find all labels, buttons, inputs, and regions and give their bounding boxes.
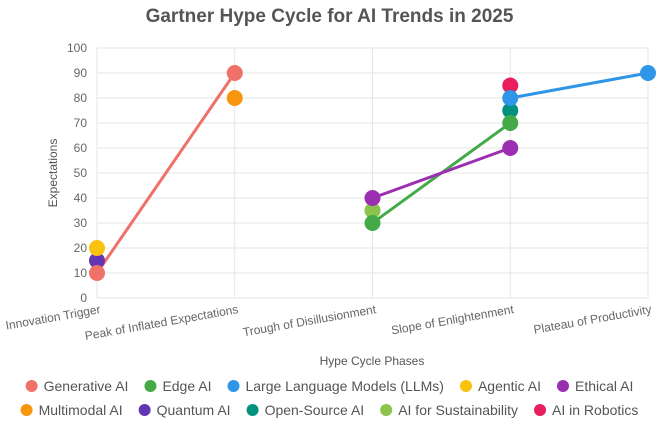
legend-swatch bbox=[380, 404, 393, 416]
legend-label: Large Language Models (LLMs) bbox=[245, 378, 443, 394]
legend-item[interactable]: Large Language Models (LLMs) bbox=[227, 378, 444, 394]
data-point[interactable] bbox=[226, 90, 243, 106]
legend-label: Multimodal AI bbox=[39, 402, 123, 418]
data-point[interactable] bbox=[89, 265, 105, 281]
data-point[interactable] bbox=[364, 190, 381, 206]
legend-label: Edge AI bbox=[162, 378, 211, 394]
data-point[interactable] bbox=[502, 140, 519, 156]
x-tick-label: Plateau of Productivity bbox=[532, 302, 652, 337]
x-tick-label: Peak of Inflated Expectations bbox=[84, 302, 240, 343]
legend-swatch bbox=[227, 380, 240, 392]
legend-swatch bbox=[534, 404, 547, 416]
data-point[interactable] bbox=[640, 65, 656, 81]
legend-item[interactable]: Edge AI bbox=[144, 378, 211, 394]
data-point[interactable] bbox=[364, 215, 381, 231]
data-point[interactable] bbox=[502, 115, 519, 131]
y-axis-ticks: 0 10 20 30 40 50 60 70 80 90 100 bbox=[67, 41, 87, 305]
legend-item[interactable]: AI in Robotics bbox=[534, 402, 638, 418]
legend-label: Open-Source AI bbox=[265, 402, 365, 418]
legend-label: Ethical AI bbox=[575, 378, 633, 394]
legend-item[interactable]: Multimodal AI bbox=[20, 402, 123, 418]
series-line bbox=[371, 146, 511, 200]
legend-label: AI in Robotics bbox=[552, 402, 638, 418]
y-tick-label: 20 bbox=[74, 241, 88, 255]
legend-swatch bbox=[557, 380, 570, 392]
data-point[interactable] bbox=[502, 102, 519, 119]
legend-label: Generative AI bbox=[44, 378, 129, 394]
legend-label: AI for Sustainability bbox=[398, 402, 518, 418]
legend-item[interactable]: Ethical AI bbox=[557, 378, 633, 394]
legend-swatch bbox=[138, 404, 151, 416]
y-tick-label: 0 bbox=[80, 291, 87, 305]
legend-item[interactable]: Open-Source AI bbox=[246, 402, 365, 418]
legend-item[interactable]: AI for Sustainability bbox=[380, 402, 518, 418]
x-tick-label: Slope of Enlightenment bbox=[390, 302, 515, 337]
legend-swatch bbox=[20, 404, 33, 416]
legend-swatch bbox=[25, 380, 38, 392]
legend-label: Agentic AI bbox=[478, 378, 541, 394]
y-tick-label: 70 bbox=[74, 116, 88, 130]
x-tick-label: Trough of Disillusionment bbox=[242, 302, 378, 339]
y-tick-label: 60 bbox=[74, 141, 88, 155]
data-point[interactable] bbox=[364, 202, 381, 219]
y-tick-label: 100 bbox=[67, 41, 87, 55]
data-point[interactable] bbox=[502, 77, 519, 94]
data-point[interactable] bbox=[502, 90, 519, 106]
legend-label: Quantum AI bbox=[157, 402, 231, 418]
data-point[interactable] bbox=[226, 65, 243, 81]
legend-swatch bbox=[459, 380, 472, 392]
y-tick-label: 80 bbox=[74, 91, 88, 105]
legend-item[interactable]: Generative AI bbox=[25, 378, 129, 394]
legend-swatch bbox=[144, 380, 157, 392]
y-axis-title: Expectations bbox=[46, 139, 60, 208]
x-axis-title: Hype Cycle Phases bbox=[320, 354, 425, 368]
legend-item[interactable]: Agentic AI bbox=[459, 378, 541, 394]
y-tick-label: 50 bbox=[74, 166, 88, 180]
data-point[interactable] bbox=[89, 240, 105, 256]
y-tick-label: 10 bbox=[74, 266, 88, 280]
y-tick-label: 40 bbox=[74, 191, 88, 205]
y-tick-label: 30 bbox=[74, 216, 88, 230]
y-tick-label: 90 bbox=[74, 66, 88, 80]
series-points bbox=[89, 65, 656, 281]
series-line bbox=[95, 72, 236, 274]
legend-item[interactable]: Quantum AI bbox=[138, 402, 231, 418]
legend-swatch bbox=[246, 404, 259, 416]
chart-title: Gartner Hype Cycle for AI Trends in 2025 bbox=[146, 6, 514, 27]
series-line bbox=[509, 71, 649, 100]
data-point[interactable] bbox=[89, 252, 105, 269]
series-lines bbox=[95, 71, 649, 274]
grid-layer bbox=[96, 47, 649, 299]
legend: Generative AI Edge AI Large Language Model… bbox=[20, 378, 638, 418]
